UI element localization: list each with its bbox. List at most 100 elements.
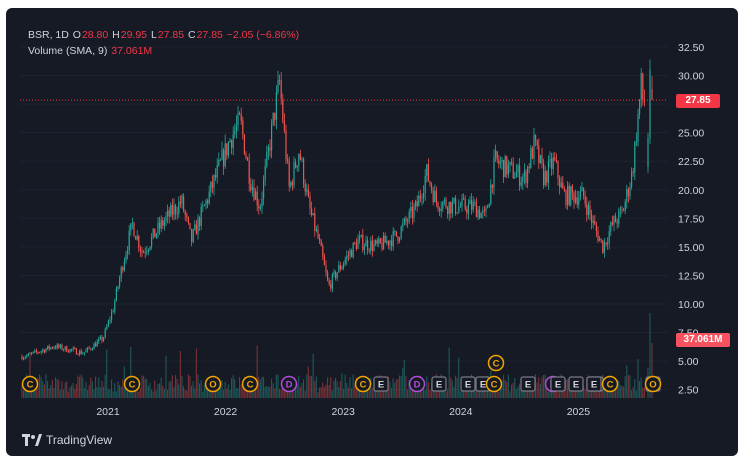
volume-bar [82,377,84,398]
candle-body [197,218,199,235]
volume-bar [234,379,236,398]
candle-body [584,195,586,204]
volume-bar [631,390,633,398]
event-marker [485,375,503,393]
candle-body [311,208,313,215]
candle-body [178,201,180,214]
volume-bar [299,386,301,398]
candle-body [538,145,540,163]
volume-bar [541,376,543,398]
event-marker-label: E [436,380,442,391]
candle-body [64,346,66,350]
volume-bar [325,384,327,398]
candle-body [117,286,119,289]
volume-tag: 37.061M [676,333,730,347]
candle-body [272,112,274,124]
volume-bar [391,388,393,398]
candle-body [170,204,172,217]
candle-body [621,209,623,211]
symbol-label[interactable]: BSR, 1D [28,29,69,41]
candle-body [223,150,225,167]
volume-bar [229,389,231,398]
volume-bar [91,381,93,398]
candle-body [271,123,273,151]
candle-body [58,344,60,348]
volume-bar [511,384,513,398]
volume-bar [285,385,287,398]
volume-bar [146,378,148,398]
volume-bar [357,386,359,398]
candle-body [243,134,245,155]
volume-bar [514,378,516,398]
volume-bar [407,389,409,398]
candle-body [152,228,154,237]
candle-body [517,165,519,173]
volume-bar [79,376,81,398]
volume-bar [595,391,597,398]
volume-bar [195,348,197,398]
candle-body [456,212,458,214]
volume-bar [295,387,297,398]
volume-legend: Volume (SMA, 9) 37.061M [28,45,153,57]
candle-body [490,184,492,204]
candle-body [213,175,215,188]
volume-bar [197,374,199,398]
candle-body [624,201,626,211]
volume-bar [599,389,601,398]
chart-widget: 32.5030.0027.5025.0022.5020.0017.5015.00… [6,8,738,456]
volume-bar [155,390,157,398]
volume-bar [405,376,407,398]
volume-label[interactable]: Volume (SMA, 9) [28,45,108,57]
candle-body [477,209,479,218]
candle-body [99,337,101,339]
candle-body [237,113,239,126]
price-chart[interactable]: 32.5030.0027.5025.0022.5020.0017.5015.00… [6,8,738,456]
volume-bar [149,383,151,398]
tradingview-logo[interactable]: TradingView [22,432,112,448]
candle-body [439,208,441,211]
candle-body [80,350,82,355]
candle-body [192,229,194,242]
volume-bar [610,389,612,398]
volume-bar [352,374,354,398]
volume-bar [205,386,207,398]
candle-body [226,143,228,156]
volume-bar [320,387,322,398]
candle-body [421,197,423,199]
candle-body [551,158,553,170]
candle-body [341,266,343,270]
volume-bar [280,389,282,398]
volume-bar [344,374,346,398]
candle-body [442,201,444,209]
volume-bar [330,377,332,398]
candle-body [183,195,185,211]
candle-body [215,175,217,178]
candle-body [376,240,378,244]
event-marker [487,354,505,372]
volume-bar [130,347,132,398]
candle-body [347,255,349,257]
candle-body [143,252,145,254]
volume-bar [458,357,460,398]
candle-body [24,357,26,359]
volume-bar [263,376,265,398]
candle-body [299,153,301,160]
candle-body [176,213,178,215]
candle-body [23,358,25,360]
candle-body [136,235,138,240]
volume-bar [114,383,116,398]
volume-bar [45,374,47,398]
y-tick-label: 20.00 [678,185,704,197]
volume-bar [269,386,271,398]
candle-body [55,347,57,349]
candle-body [114,300,116,312]
candle-body [53,347,55,349]
candle-body [579,191,581,199]
tradingview-logo-icon [22,434,42,446]
candle-body [323,256,325,266]
candle-body [181,195,183,204]
candle-body [330,284,332,289]
candle-body [149,246,151,250]
volume-bar [120,386,122,398]
volume-bar [451,380,453,398]
